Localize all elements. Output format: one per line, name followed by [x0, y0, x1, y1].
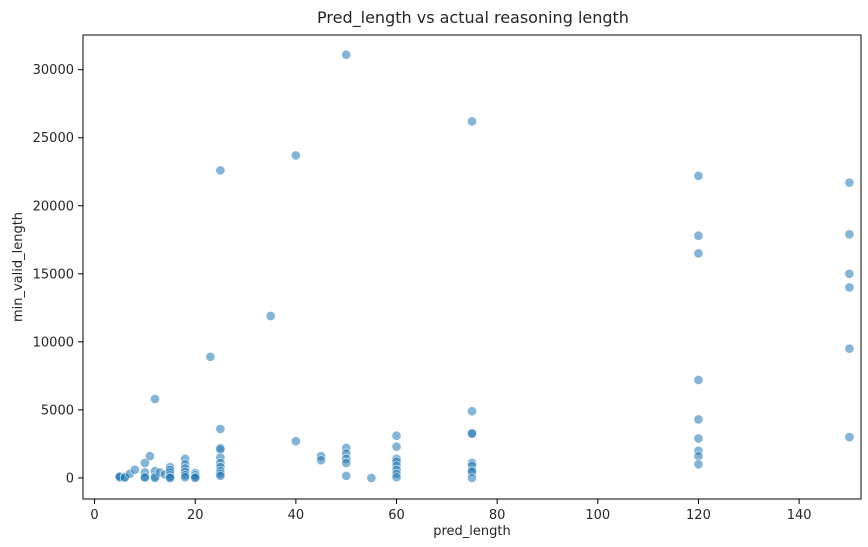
- scatter-point: [190, 473, 201, 483]
- scatter-point: [145, 451, 155, 462]
- scatter-point: [391, 441, 402, 452]
- scatter-point: [316, 455, 326, 466]
- scatter-point: [215, 424, 226, 434]
- scatter-point: [290, 436, 301, 447]
- x-axis-ticks: 0 20 40 60 80 100 120 140: [90, 499, 812, 523]
- x-tick-label: 60: [388, 508, 405, 523]
- scatter-point: [693, 248, 704, 259]
- y-axis-ticks: 0 5000 10000 15000 20000 25000 30000: [33, 63, 83, 486]
- y-tick-label: 15000: [33, 267, 74, 282]
- scatter-point: [467, 406, 477, 417]
- scatter-point: [844, 177, 855, 188]
- scatter-point: [391, 430, 402, 441]
- x-axis-label: pred_length: [433, 524, 511, 539]
- scatter-point: [129, 464, 140, 475]
- scatter-point: [693, 451, 704, 462]
- scatter-point: [139, 458, 150, 468]
- scatter-point: [215, 470, 226, 481]
- scatter-point: [341, 470, 352, 481]
- y-tick-label: 0: [66, 471, 74, 486]
- scatter-point: [180, 472, 191, 483]
- scatter-point: [341, 458, 352, 468]
- x-tick-label: 80: [489, 508, 506, 523]
- x-tick-label: 140: [787, 508, 812, 523]
- scatter-point: [467, 116, 477, 127]
- scatter-point: [844, 432, 855, 442]
- x-tick-label: 100: [585, 508, 610, 523]
- scatter-point: [693, 375, 704, 385]
- scatter-point: [150, 394, 160, 404]
- x-tick-label: 120: [686, 508, 711, 523]
- y-tick-label: 30000: [33, 63, 74, 78]
- scatter-point: [165, 473, 175, 483]
- y-tick-label: 25000: [33, 131, 74, 146]
- scatter-point: [693, 433, 704, 444]
- x-tick-label: 20: [187, 508, 204, 523]
- chart-title: Pred_length vs actual reasoning length: [317, 8, 629, 28]
- scatter-point: [467, 473, 477, 483]
- scatter-point: [693, 459, 704, 470]
- scatter-point: [341, 49, 352, 60]
- y-axis-label: min_valid_length: [11, 212, 26, 322]
- scatter-point: [467, 428, 477, 439]
- scatter-point: [215, 444, 226, 455]
- scatter-point: [844, 229, 855, 240]
- scatter-point: [391, 472, 402, 483]
- plot-frame: [82, 34, 862, 500]
- scatter-point: [844, 268, 855, 279]
- y-tick-label: 10000: [33, 335, 74, 350]
- scatter-point: [693, 230, 704, 241]
- scatter-point: [693, 170, 704, 181]
- scatter-point: [139, 472, 150, 483]
- scatter-point: [265, 311, 276, 321]
- scatter-point: [205, 351, 216, 362]
- x-tick-label: 40: [288, 508, 305, 523]
- scatter-point: [693, 414, 704, 425]
- scatter-points: [114, 49, 855, 483]
- x-tick-label: 0: [90, 508, 98, 523]
- scatter-point: [844, 282, 855, 293]
- scatter-point: [844, 343, 855, 354]
- scatter-point: [215, 165, 226, 176]
- scatter-point: [290, 150, 301, 161]
- y-tick-label: 20000: [33, 199, 74, 214]
- y-tick-label: 5000: [41, 403, 74, 418]
- scatter-point: [366, 473, 377, 483]
